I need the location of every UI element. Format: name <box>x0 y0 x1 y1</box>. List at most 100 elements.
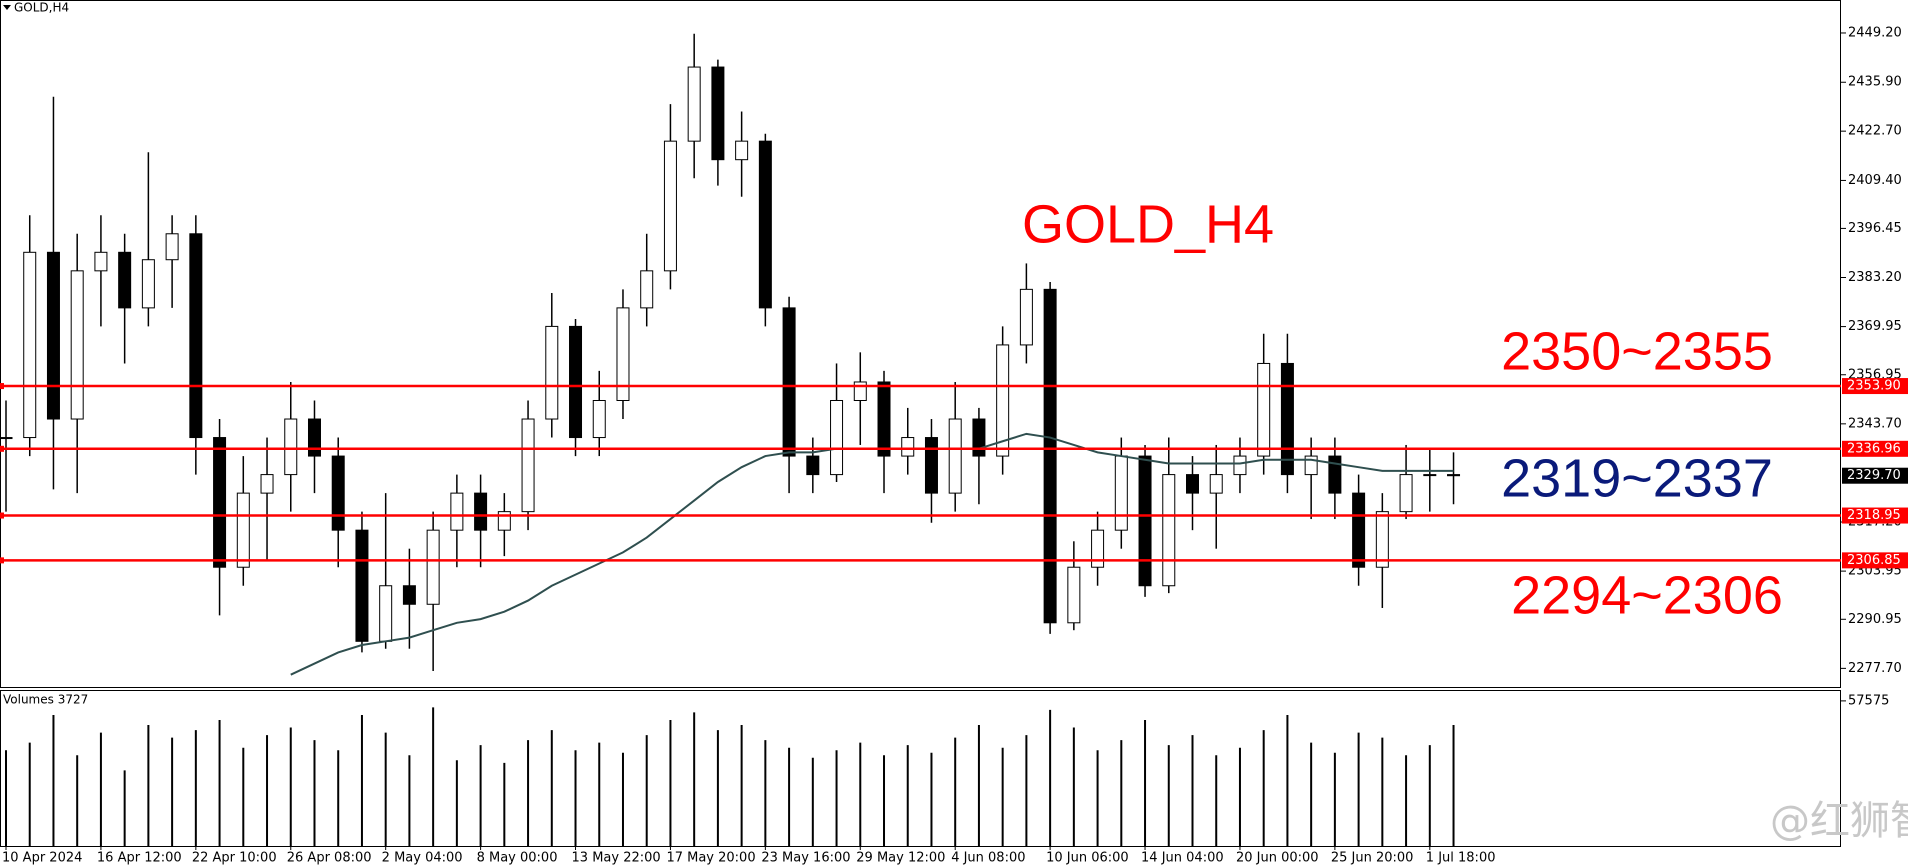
candle-body <box>663 140 677 272</box>
x-tick-label: 29 May 12:00 <box>856 851 945 866</box>
candle-body <box>901 437 915 457</box>
candle-body <box>355 529 369 642</box>
watermark: @红狮智富 <box>1770 798 1908 844</box>
level-left-marker <box>0 383 4 390</box>
candle-body <box>1186 474 1199 494</box>
y-tick-label: 2343.70 <box>1848 416 1902 431</box>
candle-body <box>236 492 250 568</box>
x-tick-label: 1 Jul 18:00 <box>1426 851 1496 866</box>
candle-body <box>426 529 440 605</box>
candle-body <box>284 418 298 476</box>
candle-body <box>735 140 749 161</box>
candle-body <box>70 270 84 420</box>
candle-body <box>46 251 60 420</box>
level-label: 2353.90 <box>1847 379 1901 394</box>
candle-body <box>1019 288 1033 346</box>
candle-body <box>830 399 844 476</box>
candle-body <box>331 455 345 531</box>
candle-body <box>260 474 274 494</box>
x-tick-label: 22 Apr 10:00 <box>192 851 277 866</box>
candle-body <box>1375 511 1389 568</box>
level-label: 2318.95 <box>1847 508 1901 523</box>
level-label: 2336.96 <box>1847 441 1901 456</box>
price-panel-frame <box>0 0 1841 688</box>
x-tick-label: 4 Jun 08:00 <box>951 851 1025 866</box>
y-tick-label: 2449.20 <box>1848 25 1902 40</box>
candle-body <box>1043 288 1057 624</box>
x-tick-label: 16 Apr 12:00 <box>97 851 182 866</box>
candle-body <box>94 251 108 272</box>
x-tick-label: 17 May 20:00 <box>666 851 755 866</box>
candle-body <box>1138 455 1152 587</box>
candle-body <box>23 251 37 439</box>
candle-body <box>853 381 867 401</box>
candle-body <box>521 418 535 513</box>
candle-body <box>616 307 630 401</box>
volume-panel-frame <box>0 690 1841 847</box>
moving-average-line <box>290 432 1454 676</box>
candle-body <box>1162 474 1176 587</box>
level-left-marker <box>0 557 4 564</box>
chart-title: GOLD,H4 <box>14 1 69 15</box>
candle-body <box>996 344 1010 457</box>
y-tick-label: 2409.40 <box>1848 173 1902 188</box>
y-tick-label: 2290.95 <box>1848 612 1902 627</box>
candle-body <box>569 325 583 439</box>
y-tick-label: 2396.45 <box>1848 221 1902 236</box>
candle-body <box>1447 474 1461 477</box>
x-tick-label: 10 Jun 06:00 <box>1046 851 1129 866</box>
level-left-marker <box>0 512 4 519</box>
x-tick-label: 2 May 04:00 <box>382 851 463 866</box>
candle-body <box>758 140 772 309</box>
candle-body <box>640 270 654 309</box>
candle-body <box>806 455 820 476</box>
level-label-box <box>1842 440 1908 457</box>
candle-body <box>1423 474 1437 477</box>
annotation: 2319~2337 <box>1501 448 1773 508</box>
current-price-box <box>1842 467 1908 484</box>
candle-body <box>189 233 203 439</box>
candle-body <box>1067 566 1081 624</box>
candle-body <box>1091 529 1105 568</box>
volume-title: Volumes 3727 <box>3 693 88 707</box>
level-label: 2306.85 <box>1847 553 1901 568</box>
candle-body <box>141 259 155 309</box>
y-tick-label: 2435.90 <box>1848 75 1902 90</box>
candle-body <box>877 381 891 457</box>
candle-body <box>379 585 393 642</box>
candle-body <box>1399 474 1413 513</box>
current-price-label: 2329.70 <box>1847 468 1901 483</box>
annotation: GOLD_H4 <box>1022 194 1274 254</box>
x-tick-label: 14 Jun 04:00 <box>1141 851 1224 866</box>
x-tick-label: 23 May 16:00 <box>761 851 850 866</box>
candle-body <box>0 437 13 440</box>
candle-body <box>687 66 701 142</box>
annotation: 2350~2355 <box>1501 321 1773 381</box>
candle-body <box>474 492 488 531</box>
annotation: 2294~2306 <box>1511 565 1783 625</box>
y-tick-label: 2277.70 <box>1848 661 1902 676</box>
x-tick-label: 8 May 00:00 <box>477 851 558 866</box>
candle-body <box>545 325 559 420</box>
x-tick-label: 10 Apr 2024 <box>2 851 82 866</box>
candle-body <box>1352 492 1366 568</box>
x-tick-label: 20 Jun 00:00 <box>1236 851 1319 866</box>
candle-body <box>948 418 962 494</box>
candle-body <box>592 399 606 439</box>
x-tick-label: 26 Apr 08:00 <box>287 851 372 866</box>
x-tick-label: 25 Jun 20:00 <box>1331 851 1414 866</box>
symbol-menu-icon[interactable] <box>3 5 11 10</box>
candle-body <box>402 585 416 605</box>
y-tick-label: 2422.70 <box>1848 124 1902 139</box>
candle-body <box>972 418 986 457</box>
candle-body <box>1257 362 1271 457</box>
candle-body <box>1114 455 1128 531</box>
level-label-box <box>1842 378 1908 395</box>
candle-body <box>1233 455 1247 476</box>
candle-body <box>165 233 179 261</box>
y-tick-label: 2383.20 <box>1848 270 1902 285</box>
volume-tick-label: 57575 <box>1848 693 1889 708</box>
level-label-box <box>1842 552 1908 569</box>
